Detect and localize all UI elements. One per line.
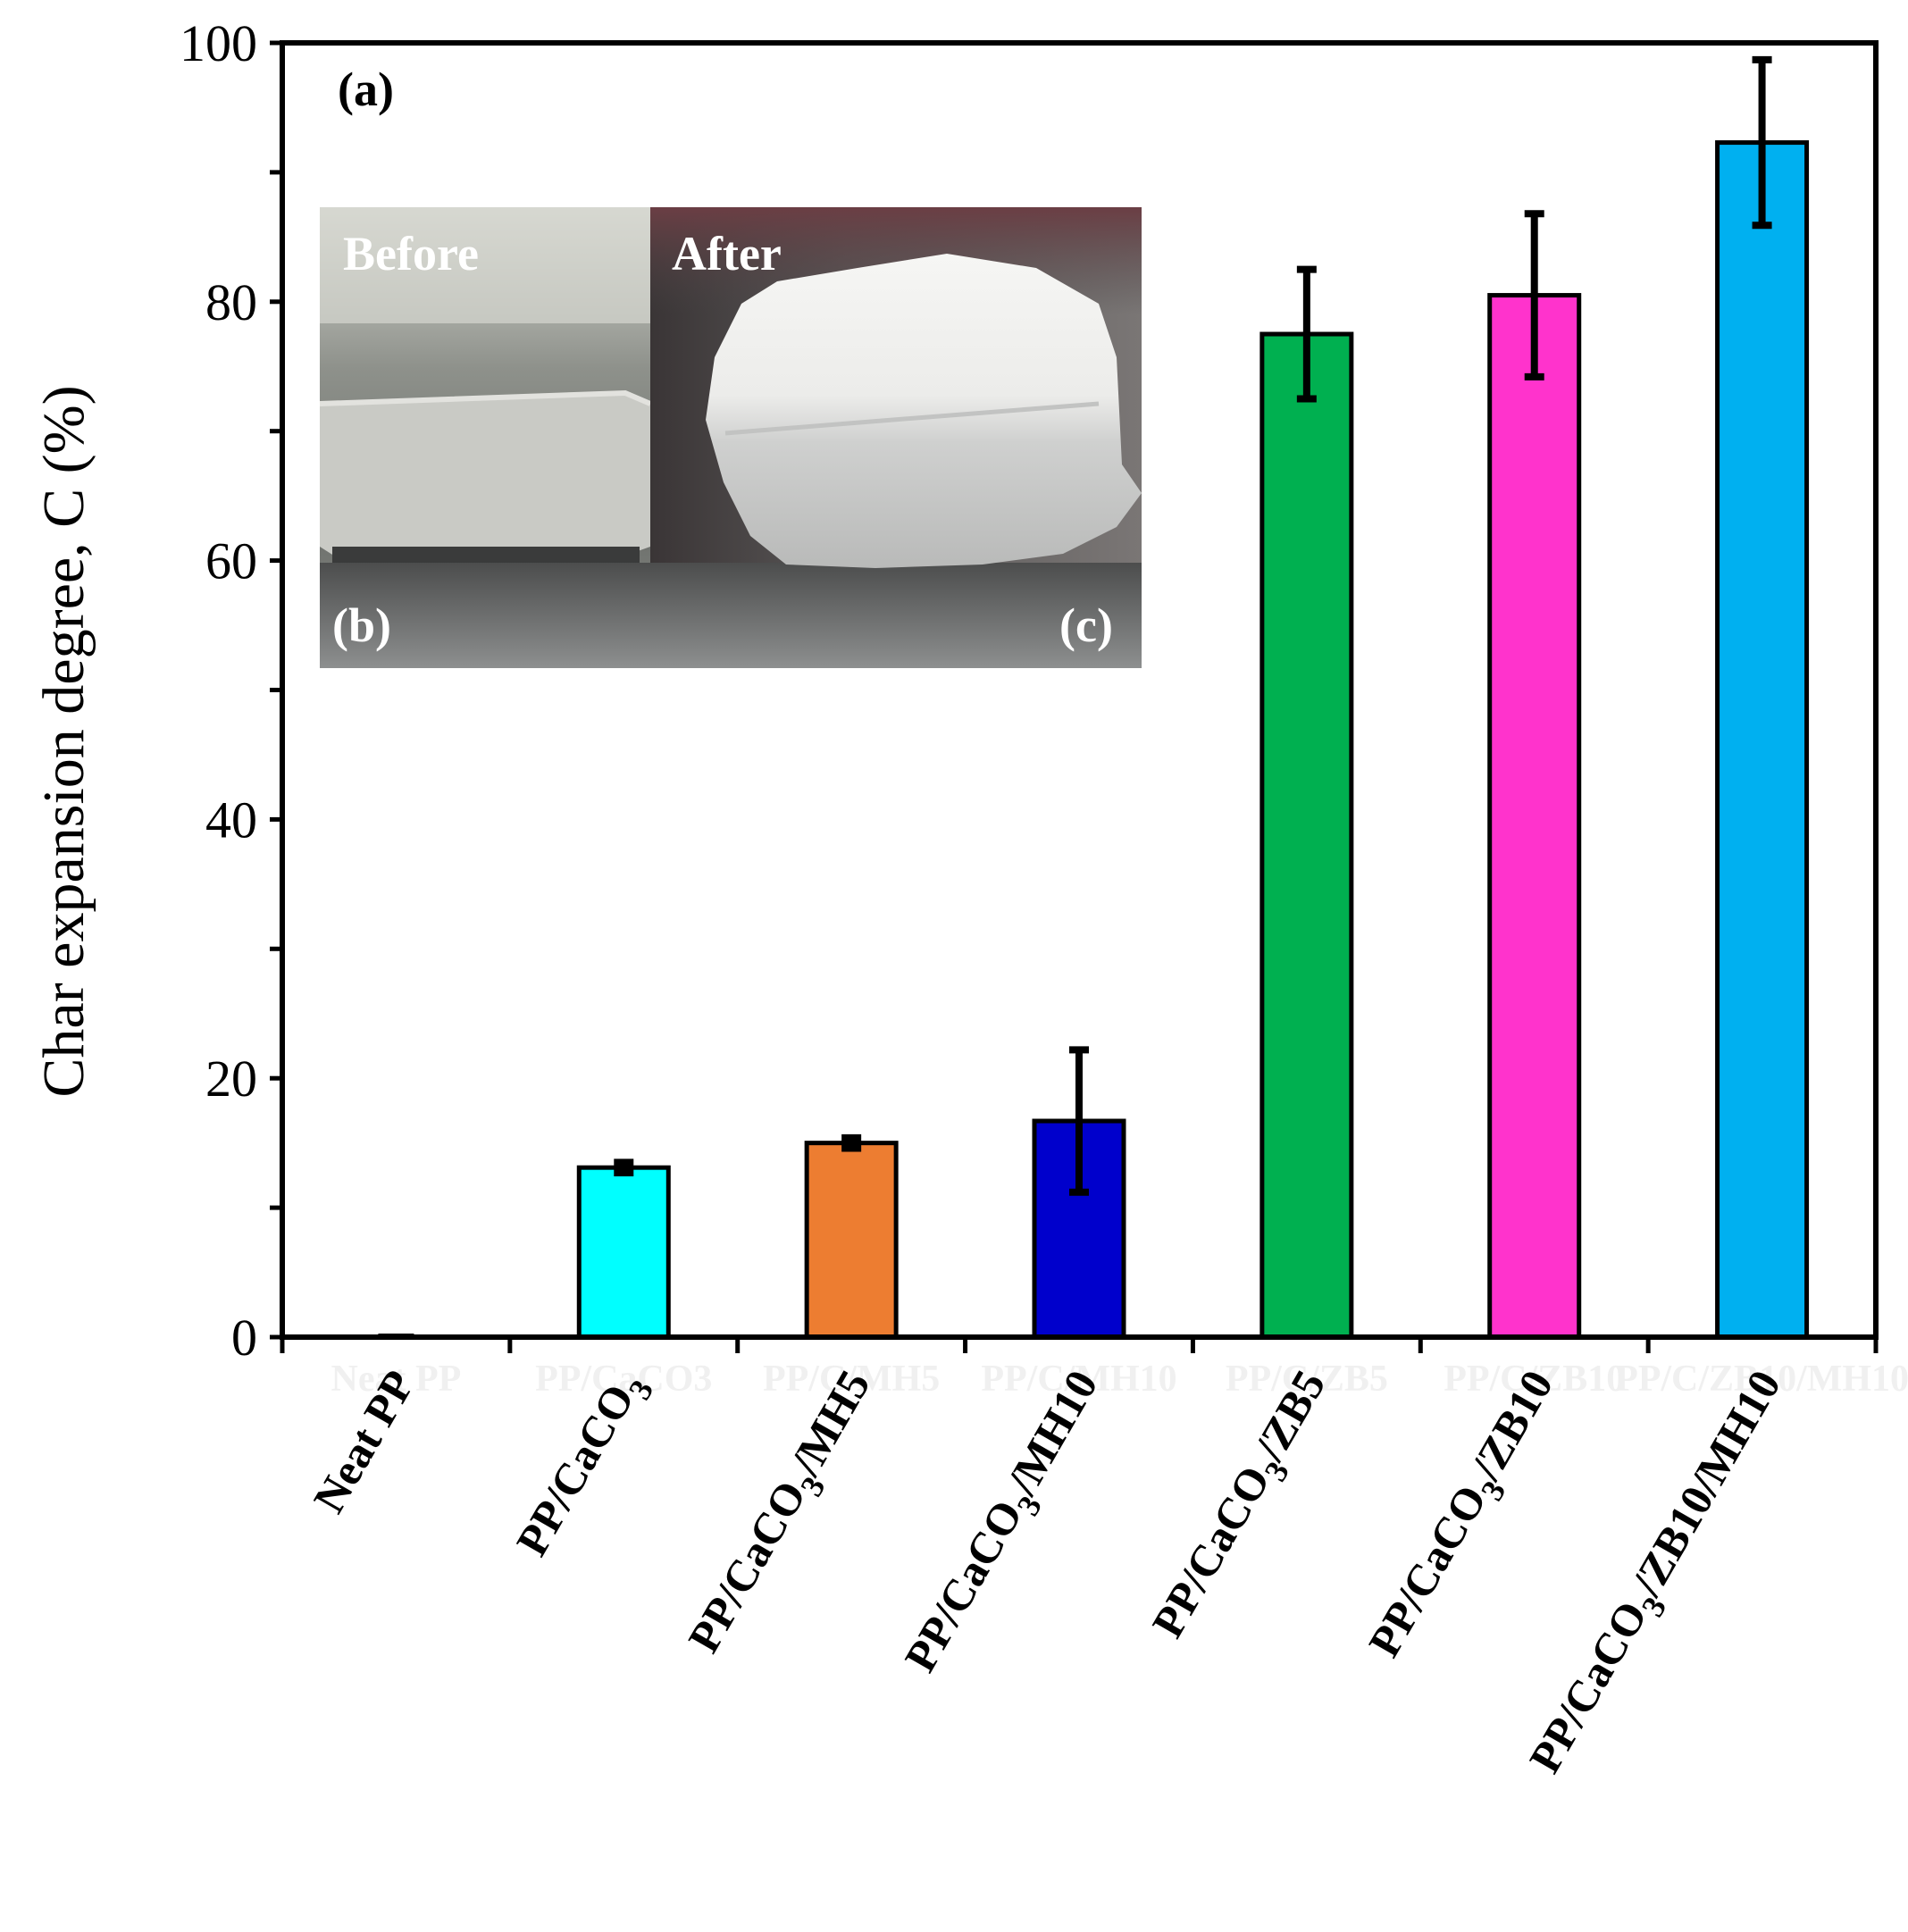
y-tick-label: 80 [205, 273, 257, 331]
faint-category-label: PP/C/MH10 [981, 1359, 1176, 1400]
faint-category-label: PP/C/MH5 [763, 1359, 940, 1400]
y-tick-label: 100 [180, 14, 257, 72]
faint-category-label: Neat PP [331, 1359, 462, 1400]
bar [1487, 293, 1582, 1340]
faint-category-label: PP/C/ZB5 [1226, 1359, 1388, 1400]
after-photo: After (c) [650, 207, 1142, 668]
y-tick-label: 60 [205, 532, 257, 590]
panel-label: (a) [338, 63, 394, 116]
bar [1715, 140, 1810, 1340]
faint-category-label: PP/CaCO3 [535, 1359, 712, 1400]
y-tick-label: 0 [231, 1309, 257, 1367]
bar [804, 1141, 899, 1340]
before-photo: Before (b) [319, 207, 652, 668]
category-label: PP/CaCO3/MH5 [678, 1362, 888, 1666]
y-tick-label: 20 [205, 1050, 257, 1108]
category-label: PP/CaCO3/ZB10/MH10 [1519, 1362, 1799, 1786]
faint-label-layer: Neat PP PP/CaCO3 PP/C/MH5 PP/C/MH10 PP/C/ZB5… [331, 1359, 1908, 1400]
faint-category-label: PP/C/ZB10 [1444, 1359, 1625, 1400]
ticks-layer: 0 20 40 60 80 100 [180, 14, 1879, 1367]
y-axis-title: Char expansion degree, C (%) [31, 385, 96, 1097]
before-panel-label: (b) [332, 598, 391, 652]
category-label: PP/CaCO3/ZB5 [1142, 1362, 1343, 1651]
after-caption: After [672, 227, 782, 280]
bar [1259, 331, 1354, 1340]
inset-photo: Before (b) After (c) [319, 207, 1142, 668]
category-label: PP/CaCO3/MH10 [894, 1362, 1116, 1685]
after-panel-label: (c) [1059, 598, 1113, 652]
error-bars-layer [614, 55, 1772, 1196]
before-caption: Before [343, 227, 479, 280]
y-tick-label: 40 [205, 790, 257, 849]
category-labels: Neat PP PP/CaCO3PP/CaCO3/MH5PP/CaCO3/MH10… [304, 1362, 1799, 1786]
faint-category-label: PP/C/ZB10/MH10 [1615, 1359, 1908, 1400]
category-label: PP/CaCO3/ZB10 [1359, 1362, 1571, 1670]
bar [576, 1165, 671, 1340]
